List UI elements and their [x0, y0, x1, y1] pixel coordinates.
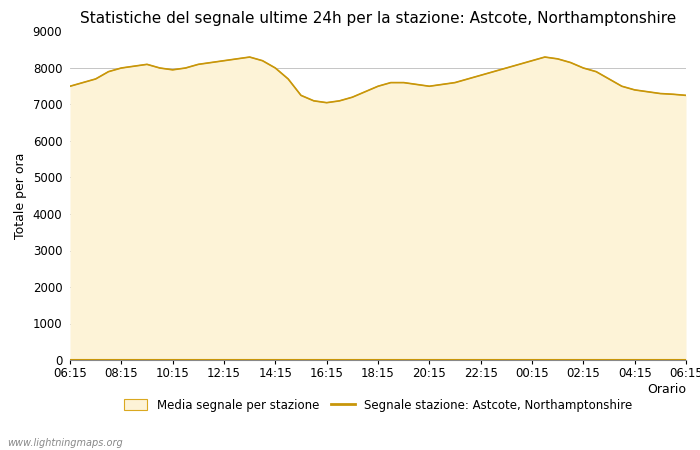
X-axis label: Orario: Orario [647, 382, 686, 396]
Title: Statistiche del segnale ultime 24h per la stazione: Astcote, Northamptonshire: Statistiche del segnale ultime 24h per l… [80, 11, 676, 26]
Legend: Media segnale per stazione, Segnale stazione: Astcote, Northamptonshire: Media segnale per stazione, Segnale staz… [119, 394, 637, 417]
Text: www.lightningmaps.org: www.lightningmaps.org [7, 438, 122, 448]
Y-axis label: Totale per ora: Totale per ora [14, 153, 27, 239]
